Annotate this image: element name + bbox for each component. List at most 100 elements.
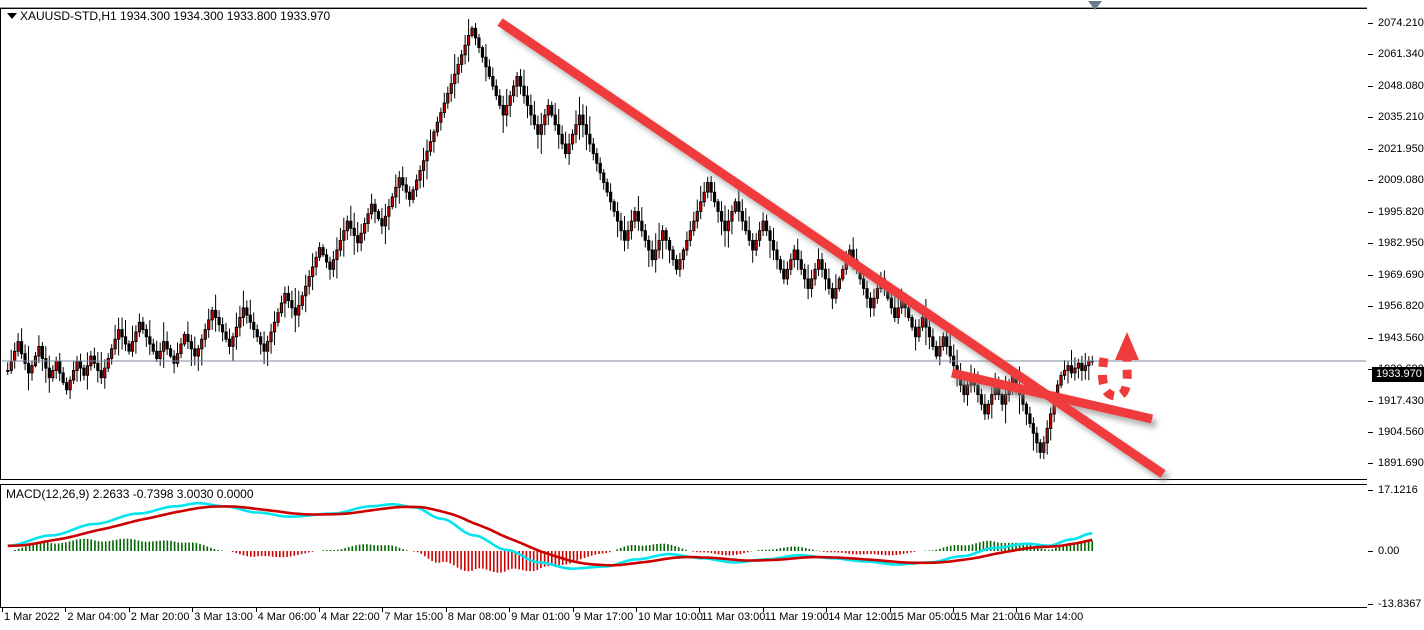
time-tick-label: 3 Mar 13:00 xyxy=(194,611,253,623)
candle-body xyxy=(816,259,821,270)
candle-body xyxy=(134,331,138,343)
macd-plot-layer xyxy=(7,501,1093,573)
candle-body xyxy=(439,112,443,123)
candle-body xyxy=(872,297,876,309)
candle-body xyxy=(820,259,824,270)
candle-body xyxy=(16,341,20,352)
candle-body xyxy=(162,341,166,352)
descending-trendline[interactable] xyxy=(497,18,1166,478)
bullish-breakout-arrow[interactable] xyxy=(1097,332,1139,401)
price-tick-mark xyxy=(1368,179,1373,181)
candle-body xyxy=(938,345,942,357)
candle-body xyxy=(349,220,353,229)
candle-body xyxy=(550,104,554,116)
candle-body xyxy=(636,211,640,222)
candle-body xyxy=(172,355,176,364)
candle-body xyxy=(120,329,124,338)
candle-body xyxy=(1080,362,1084,371)
candle-body xyxy=(1076,362,1081,369)
candle-body xyxy=(110,348,114,359)
time-tick-label: 9 Mar 17:00 xyxy=(574,611,634,623)
macd-tick-mark xyxy=(1368,490,1373,491)
macd-indicator-panel[interactable] xyxy=(0,484,1367,608)
ascending-support-line[interactable] xyxy=(950,368,1154,424)
time-tick-label: 7 Mar 15:00 xyxy=(384,611,444,623)
candle-body xyxy=(803,268,807,280)
time-tick-mark xyxy=(445,608,447,612)
candle-body xyxy=(158,350,162,359)
candle-body xyxy=(733,201,737,212)
candle-body xyxy=(674,259,679,270)
cursor-marker-icon xyxy=(1088,1,1102,10)
time-tick-mark xyxy=(2,608,3,612)
price-tick-label: 1982.950 xyxy=(1378,236,1424,249)
candle-body xyxy=(806,278,810,289)
candle-body xyxy=(366,213,370,224)
candle-body xyxy=(220,324,225,333)
candle-body xyxy=(737,201,741,212)
candle-body xyxy=(1031,423,1035,434)
candle-body xyxy=(487,66,491,77)
candle-body xyxy=(595,153,599,164)
candle-body xyxy=(893,307,897,318)
candle-body xyxy=(664,230,668,241)
candle-body xyxy=(300,295,304,306)
candle-body xyxy=(654,249,658,261)
candle-body xyxy=(352,227,356,236)
price-tick-mark xyxy=(1368,116,1373,118)
candle-body xyxy=(238,317,242,328)
candle-body xyxy=(719,211,724,222)
candle-body xyxy=(165,341,169,350)
candle-body xyxy=(584,124,588,135)
candle-body xyxy=(702,191,706,203)
candle-body xyxy=(283,292,287,304)
candle-body xyxy=(706,182,710,193)
macd-tick-label: 0.00 xyxy=(1378,545,1400,557)
time-tick-mark xyxy=(572,608,574,612)
candle-body xyxy=(217,317,221,326)
price-tick-mark xyxy=(1368,305,1373,307)
price-tick-label: 1891.690 xyxy=(1378,456,1424,469)
candle-body xyxy=(518,76,523,87)
candle-body xyxy=(567,143,571,155)
candle-body xyxy=(356,235,360,244)
price-tick-label: 1969.690 xyxy=(1378,268,1424,281)
candle-body xyxy=(962,384,966,396)
candle-body xyxy=(324,254,329,263)
candle-body xyxy=(1038,442,1042,453)
candle-body xyxy=(335,249,339,261)
candle-body xyxy=(792,249,796,261)
price-tick-mark xyxy=(1368,368,1373,370)
candle-body xyxy=(494,85,498,97)
time-axis[interactable]: 1 Mar 2022 2 Mar 04:00 2 Mar 20:00 3 Mar 13… xyxy=(0,608,1424,630)
price-chart-panel[interactable] xyxy=(0,8,1367,480)
window-top-strip xyxy=(0,0,1424,8)
candle-body xyxy=(449,83,453,94)
time-tick-mark xyxy=(192,608,194,612)
candle-body xyxy=(553,114,557,126)
price-candles-layer xyxy=(2,19,1366,460)
candle-body xyxy=(716,201,720,212)
candle-body xyxy=(941,336,945,347)
candle-body xyxy=(1004,394,1008,405)
candle-body xyxy=(622,230,627,241)
candle-body xyxy=(182,333,187,345)
candle-body xyxy=(26,362,31,374)
candle-body xyxy=(778,259,783,270)
caret-down-icon[interactable] xyxy=(7,13,17,19)
price-axis-column[interactable] xyxy=(1367,0,1424,630)
candle-body xyxy=(730,211,734,222)
candle-body xyxy=(193,348,197,357)
candle-body xyxy=(830,288,835,299)
candle-body xyxy=(103,367,107,379)
candle-body xyxy=(570,133,575,145)
candle-body xyxy=(1021,394,1025,405)
price-tick-label: 2021.950 xyxy=(1378,142,1424,155)
candle-body xyxy=(1073,367,1077,374)
candle-body xyxy=(480,47,485,58)
price-tick-mark xyxy=(1368,274,1373,276)
candle-body xyxy=(460,54,464,65)
candle-body xyxy=(754,239,758,251)
candle-body xyxy=(269,331,273,343)
